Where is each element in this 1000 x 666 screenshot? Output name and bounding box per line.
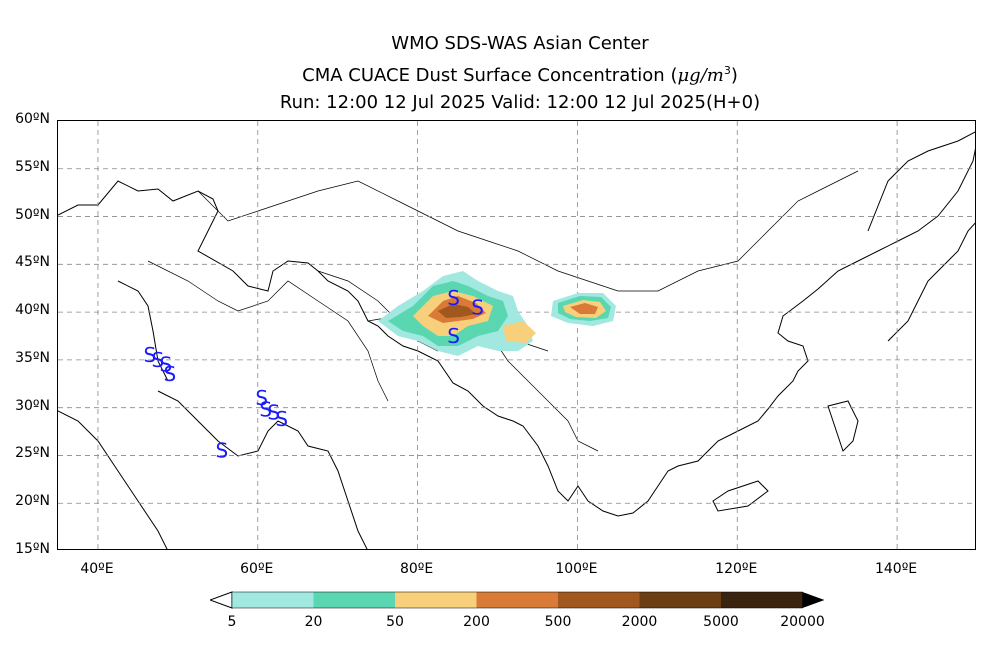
latitude-label: 20ºN — [15, 493, 50, 510]
colorbar-over-arrow — [802, 592, 825, 608]
colorbar-label: 20000 — [780, 614, 825, 630]
colorbar-frame — [231, 591, 803, 609]
colorbar-label: 200 — [463, 614, 490, 630]
longitude-label: 60ºE — [240, 561, 274, 577]
latitude-label: 45ºN — [15, 254, 50, 271]
title-line-1: WMO SDS-WAS Asian Center — [391, 33, 649, 54]
dust-plume-taklimakan — [378, 271, 536, 356]
colorbar-swatch — [395, 592, 477, 608]
dust-storm-marker: S — [215, 439, 228, 463]
map-title: WMO SDS-WAS Asian Center CMA CUACE Dust … — [0, 30, 1000, 116]
colorbar-swatch — [639, 592, 721, 608]
longitude-label: 120ºE — [715, 561, 758, 577]
colorbar-swatch — [232, 592, 314, 608]
unit-mu: μ — [677, 65, 690, 86]
dust-storm-marker: S — [471, 295, 484, 319]
dust-storm-marker: S — [255, 386, 268, 410]
dust-storm-marker: S — [160, 353, 173, 377]
title-line-2-text: CMA CUACE Dust Surface Concentration ( — [302, 65, 678, 86]
dust-storm-marker: S — [267, 400, 280, 424]
longitude-label: 80ºE — [399, 561, 434, 577]
latitude-label: 40ºN — [15, 302, 50, 319]
colorbar-swatch — [721, 592, 803, 608]
title-line-3: Run: 12:00 12 Jul 2025 Valid: 12:00 12 J… — [279, 92, 761, 113]
dust-storm-marker: S — [447, 286, 460, 310]
colorbar-label: 5000 — [703, 614, 739, 630]
colorbar-swatch — [313, 592, 395, 608]
longitude-label: 100ºE — [555, 561, 598, 577]
unit-exp: 3 — [723, 64, 731, 77]
latitude-label: 50ºN — [15, 206, 50, 223]
longitude-label: 140ºE — [874, 561, 918, 577]
dust-storm-marker: S — [259, 398, 272, 422]
title-line-2-close: ) — [730, 65, 738, 86]
colorbar-label: 500 — [544, 614, 572, 630]
unit-g: g/m — [689, 65, 724, 86]
latitude-label: 60ºN — [15, 111, 50, 127]
colorbar-under-arrow — [210, 591, 233, 609]
dust-storm-marker: S — [447, 324, 460, 348]
colorbar-label: 50 — [386, 614, 404, 630]
title-line-2: CMA CUACE Dust Surface Concentration (μg… — [0, 57, 1000, 89]
colorbar-label: 2000 — [621, 614, 658, 630]
colorbar-label: 5 — [227, 614, 237, 630]
dust-storm-marker: S — [275, 407, 288, 431]
dust-plume-gobi — [551, 293, 616, 326]
latitude-label: 30ºN — [15, 397, 50, 414]
dust-storm-marker: S — [144, 343, 157, 367]
latitude-label: 35ºN — [15, 349, 50, 366]
dust-storm-marker: S — [164, 362, 177, 386]
dust-storm-marker: S — [152, 348, 165, 372]
colorbar-swatch — [476, 592, 558, 608]
latitude-label: 15ºN — [15, 541, 50, 557]
colorbar — [210, 591, 825, 609]
latitude-label: 25ºN — [15, 445, 50, 462]
colorbar-swatch — [558, 592, 640, 608]
latitude-label: 55ºN — [15, 158, 50, 175]
longitude-label: 40ºE — [80, 561, 114, 577]
colorbar-label: 20 — [304, 614, 323, 630]
